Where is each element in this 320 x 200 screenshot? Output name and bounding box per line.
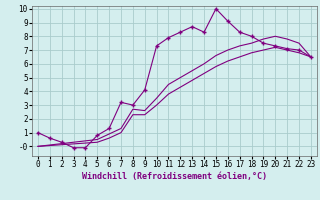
X-axis label: Windchill (Refroidissement éolien,°C): Windchill (Refroidissement éolien,°C): [82, 172, 267, 181]
